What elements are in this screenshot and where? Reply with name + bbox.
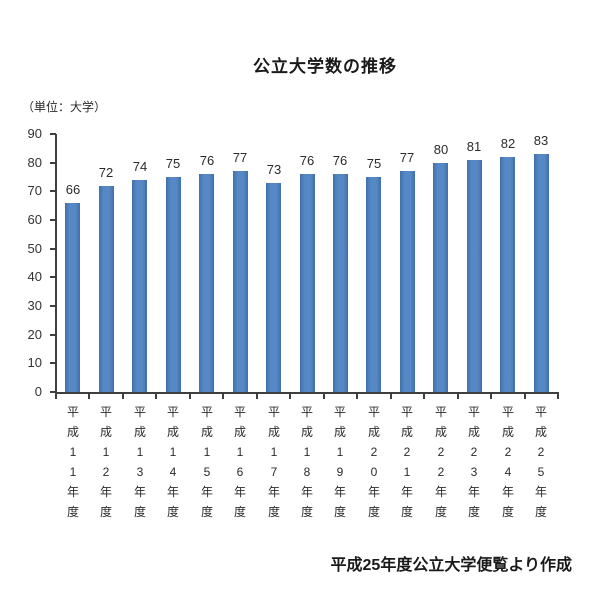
x-axis-label: 平 成 1 4 年 度 [166, 405, 179, 519]
y-tick [50, 190, 56, 193]
x-tick [155, 392, 157, 399]
bar [467, 160, 482, 392]
y-tick [50, 305, 56, 307]
bar [233, 171, 248, 392]
bar-value-label: 77 [399, 150, 415, 165]
x-axis-label: 平 成 2 3 年 度 [467, 405, 480, 519]
bar-value-label: 66 [65, 182, 81, 197]
bar [534, 154, 549, 392]
unit-label: （単位：大学） [22, 100, 107, 114]
bar [99, 186, 114, 392]
y-tick [50, 333, 56, 336]
bar-value-label: 72 [98, 165, 114, 180]
bar [400, 171, 415, 392]
x-tick [55, 392, 57, 399]
x-axis-label: 平 成 1 6 年 度 [233, 405, 246, 519]
y-tick [50, 391, 56, 393]
y-tick [50, 362, 56, 365]
x-tick [356, 392, 358, 399]
bar [199, 174, 214, 392]
bar-value-label: 76 [332, 153, 348, 168]
bar-value-label: 82 [500, 136, 516, 151]
x-tick [122, 392, 124, 399]
x-tick [390, 392, 392, 399]
x-tick [557, 392, 559, 399]
x-axis-label: 平 成 1 1 年 度 [66, 405, 79, 519]
y-axis-line [55, 134, 57, 394]
bar-value-label: 83 [533, 133, 549, 148]
x-tick [189, 392, 191, 399]
bar [300, 174, 315, 392]
x-tick [490, 392, 492, 399]
bar-value-label: 74 [132, 159, 148, 174]
y-tick [50, 276, 56, 279]
bar-value-label: 80 [433, 142, 449, 157]
source-caption: 平成25年度公立大学便覧より作成 [330, 557, 572, 574]
bar [433, 163, 448, 392]
x-tick [524, 392, 526, 399]
y-axis-label: 20 [27, 326, 42, 342]
y-tick [50, 133, 56, 135]
bar-value-label: 73 [266, 162, 282, 177]
chart-title: 公立大学数の推移 [253, 57, 397, 76]
y-axis-label: 50 [27, 240, 42, 256]
bar [333, 174, 348, 392]
bar-value-label: 76 [299, 153, 315, 168]
x-axis-label: 平 成 1 2 年 度 [99, 405, 112, 519]
x-axis-label: 平 成 2 4 年 度 [501, 405, 514, 519]
bar [65, 203, 80, 392]
y-tick [50, 219, 56, 221]
x-axis-label: 平 成 1 7 年 度 [267, 405, 280, 519]
y-axis-label: 80 [27, 154, 42, 170]
y-axis-label: 60 [27, 212, 42, 227]
bar [132, 180, 147, 392]
x-tick [323, 392, 325, 399]
bar-value-label: 76 [199, 153, 215, 168]
y-axis-label: 10 [27, 355, 42, 371]
x-tick [88, 392, 90, 399]
x-tick [256, 392, 258, 399]
bar [366, 177, 381, 392]
x-axis-line [55, 392, 559, 394]
x-axis-label: 平 成 2 5 年 度 [534, 405, 547, 519]
y-tick [50, 247, 56, 250]
x-axis-label: 平 成 1 5 年 度 [200, 405, 213, 519]
bar-value-label: 75 [366, 156, 382, 171]
bar-value-label: 75 [165, 156, 181, 171]
x-tick [289, 392, 291, 399]
x-axis-label: 平 成 2 2 年 度 [434, 405, 447, 519]
y-axis-label: 90 [27, 126, 42, 141]
x-tick [423, 392, 425, 399]
x-tick [457, 392, 459, 399]
y-axis-label: 30 [27, 298, 42, 313]
y-tick [50, 161, 56, 164]
y-axis-label: 40 [27, 269, 42, 285]
x-tick [222, 392, 224, 399]
y-axis-label: 0 [34, 384, 42, 399]
x-axis-label: 平 成 2 0 年 度 [367, 405, 380, 519]
y-axis-label: 70 [27, 183, 42, 199]
bar-value-label: 77 [232, 150, 248, 165]
x-axis-label: 平 成 1 8 年 度 [300, 405, 313, 519]
x-axis-label: 平 成 2 1 年 度 [400, 405, 413, 519]
x-axis-label: 平 成 1 3 年 度 [133, 405, 146, 519]
bar [500, 157, 515, 392]
bar-value-label: 81 [466, 139, 482, 154]
x-axis-label: 平 成 1 9 年 度 [333, 405, 346, 519]
bar [266, 183, 281, 392]
bar [166, 177, 181, 392]
